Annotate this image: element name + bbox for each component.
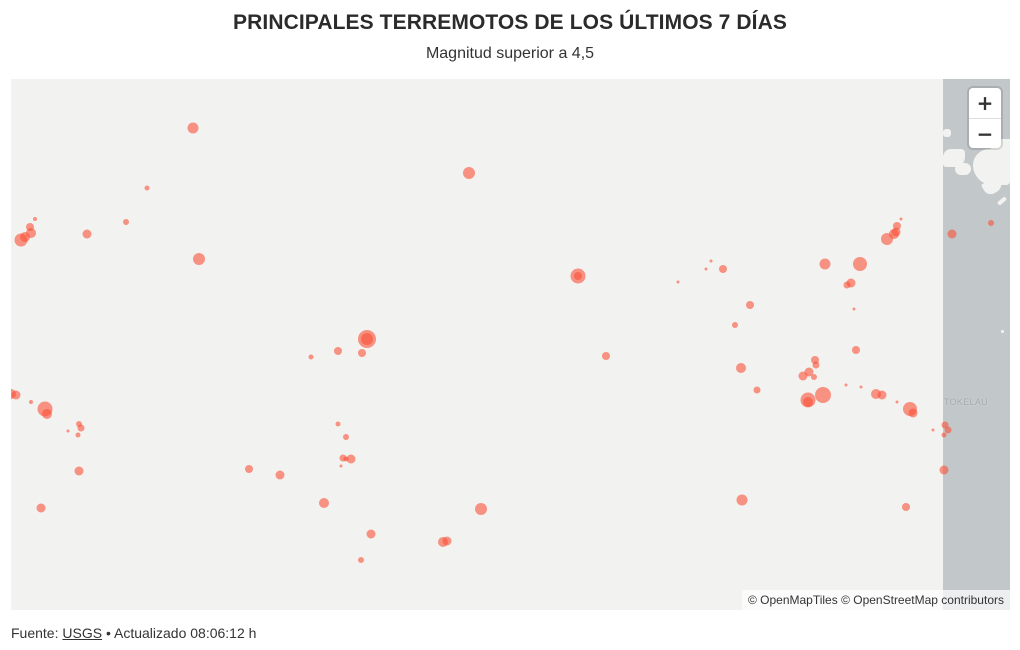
earthquake-marker[interactable] xyxy=(852,346,860,354)
earthquake-marker[interactable] xyxy=(602,352,610,360)
earthquake-marker[interactable] xyxy=(871,389,881,399)
earthquake-marker[interactable] xyxy=(346,454,356,464)
land-fragment xyxy=(996,196,1008,206)
earthquake-marker[interactable] xyxy=(931,428,935,432)
earthquake-marker[interactable] xyxy=(891,227,901,237)
earthquake-marker[interactable] xyxy=(811,356,819,364)
earthquake-marker[interactable] xyxy=(939,465,949,475)
earthquake-marker[interactable] xyxy=(815,387,831,403)
earthquake-marker[interactable] xyxy=(33,217,37,221)
earthquake-marker[interactable] xyxy=(77,424,85,432)
earthquake-marker[interactable] xyxy=(463,167,475,179)
earthquake-marker[interactable] xyxy=(361,333,373,345)
earthquake-marker[interactable] xyxy=(853,257,867,271)
earthquake-marker[interactable] xyxy=(193,253,205,265)
earthquake-marker[interactable] xyxy=(187,122,199,134)
earthquake-marker[interactable] xyxy=(26,228,36,238)
earthquake-marker[interactable] xyxy=(36,503,46,513)
land-fragment xyxy=(1001,330,1004,333)
chart-subtitle: Magnitud superior a 4,5 xyxy=(425,45,595,62)
earthquake-marker[interactable] xyxy=(42,409,52,419)
earthquake-marker[interactable] xyxy=(74,466,84,476)
earthquake-marker[interactable] xyxy=(877,390,887,400)
zoom-control: + − xyxy=(969,88,1001,148)
earthquake-marker[interactable] xyxy=(335,421,341,427)
earthquake-marker[interactable] xyxy=(944,426,952,434)
earthquake-marker[interactable] xyxy=(846,278,856,288)
earthquake-marker[interactable] xyxy=(366,529,376,539)
earthquake-marker[interactable] xyxy=(941,421,949,429)
earthquake-marker[interactable] xyxy=(339,464,343,468)
earthquake-marker[interactable] xyxy=(859,385,863,389)
earthquake-marker[interactable] xyxy=(82,229,92,239)
earthquake-marker[interactable] xyxy=(334,347,342,355)
earthquake-marker[interactable] xyxy=(343,456,349,462)
earthquake-marker[interactable] xyxy=(908,408,918,418)
chart-footer: Fuente: USGS • Actualizado 08:06:12 h xyxy=(11,625,256,641)
earthquake-marker[interactable] xyxy=(988,220,994,226)
land-fragment xyxy=(943,149,965,167)
earthquake-marker[interactable] xyxy=(76,421,82,427)
earthquake-marker[interactable] xyxy=(941,432,947,438)
earthquake-marker[interactable] xyxy=(308,354,314,360)
earthquake-marker[interactable] xyxy=(732,322,738,328)
earthquake-marker[interactable] xyxy=(843,281,851,289)
earthquake-marker[interactable] xyxy=(736,494,748,506)
earthquake-marker[interactable] xyxy=(902,503,910,511)
earthquake-marker[interactable] xyxy=(29,400,33,404)
source-label: Fuente: xyxy=(11,625,63,641)
earthquake-marker[interactable] xyxy=(804,367,814,377)
earthquake-marker[interactable] xyxy=(245,465,253,473)
earthquake-marker[interactable] xyxy=(753,386,761,394)
earthquake-map[interactable]: TOKELAU + − © OpenMapTiles © OpenStreetM… xyxy=(11,79,1010,610)
earthquake-marker[interactable] xyxy=(343,434,349,440)
map-attribution[interactable]: © OpenMapTiles © OpenStreetMap contribut… xyxy=(741,590,1010,610)
earthquake-marker[interactable] xyxy=(852,307,856,311)
earthquake-marker[interactable] xyxy=(319,498,329,508)
updated-timestamp: Actualizado 08:06:12 h xyxy=(113,625,257,641)
earthquake-marker[interactable] xyxy=(811,374,817,380)
earthquake-marker[interactable] xyxy=(275,470,285,480)
earthquake-marker[interactable] xyxy=(899,217,903,221)
earthquake-marker[interactable] xyxy=(676,280,680,284)
earthquake-marker[interactable] xyxy=(358,349,366,357)
earthquake-marker[interactable] xyxy=(26,223,34,231)
land-fragment xyxy=(943,129,951,137)
earthquake-marker[interactable] xyxy=(819,258,831,270)
earthquake-marker[interactable] xyxy=(66,429,70,433)
earthquake-marker[interactable] xyxy=(574,272,582,280)
zoom-in-button[interactable]: + xyxy=(976,91,994,115)
place-label-tokelau: TOKELAU xyxy=(944,397,988,407)
earthquake-marker[interactable] xyxy=(123,219,129,225)
earthquake-marker[interactable] xyxy=(11,390,21,400)
earthquake-marker[interactable] xyxy=(475,503,487,515)
earthquake-marker[interactable] xyxy=(719,265,727,273)
earthquake-marker[interactable] xyxy=(803,397,813,407)
earthquake-marker[interactable] xyxy=(339,454,347,462)
earthquake-marker[interactable] xyxy=(442,536,452,546)
earthquake-marker[interactable] xyxy=(893,222,901,230)
land-fragment xyxy=(955,163,971,175)
earthquake-marker[interactable] xyxy=(736,363,746,373)
earthquake-marker[interactable] xyxy=(812,361,820,369)
zoom-out-button[interactable]: − xyxy=(969,118,1001,148)
earthquake-marker[interactable] xyxy=(895,400,899,404)
earthquake-marker[interactable] xyxy=(20,232,30,242)
source-link-usgs[interactable]: USGS xyxy=(62,625,103,641)
earthquake-marker[interactable] xyxy=(844,383,848,387)
ocean-area: TOKELAU xyxy=(943,79,1010,610)
earthquake-marker[interactable] xyxy=(798,371,808,381)
chart-title: PRINCIPALES TERREMOTOS DE LOS ÚLTIMOS 7 … xyxy=(233,11,787,34)
earthquake-marker[interactable] xyxy=(746,301,754,309)
earthquake-marker[interactable] xyxy=(704,267,708,271)
earthquake-marker[interactable] xyxy=(358,557,364,563)
earthquake-marker[interactable] xyxy=(709,259,713,263)
earthquake-marker[interactable] xyxy=(75,432,81,438)
earthquake-marker[interactable] xyxy=(947,229,957,239)
footer-separator: • xyxy=(102,625,114,641)
earthquake-marker[interactable] xyxy=(144,185,150,191)
